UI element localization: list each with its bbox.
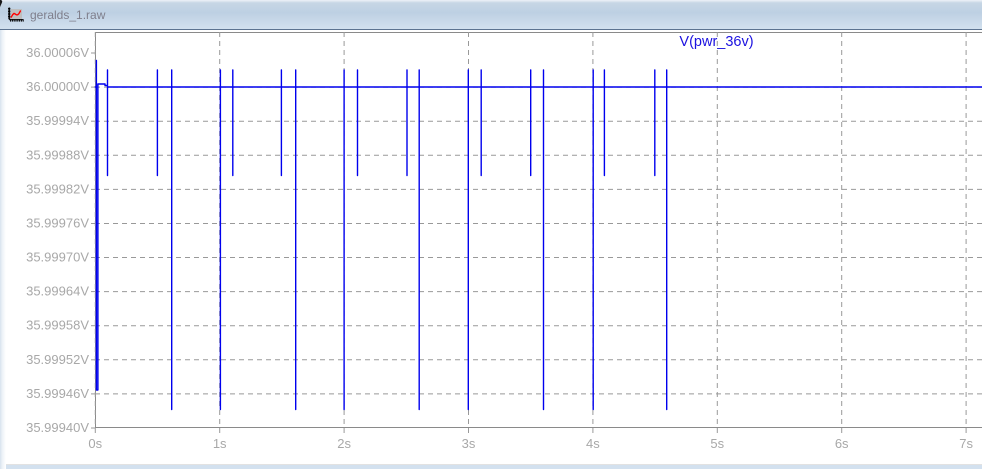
svg-text:35.99976V: 35.99976V	[26, 216, 89, 231]
svg-text:1s: 1s	[213, 436, 227, 451]
svg-text:35.99982V: 35.99982V	[26, 181, 89, 196]
svg-text:4s: 4s	[586, 436, 600, 451]
svg-text:3s: 3s	[462, 436, 476, 451]
svg-text:35.99958V: 35.99958V	[26, 318, 89, 333]
svg-text:35.99970V: 35.99970V	[26, 250, 89, 265]
svg-text:35.99946V: 35.99946V	[26, 386, 89, 401]
svg-text:5s: 5s	[710, 436, 724, 451]
svg-text:35.99940V: 35.99940V	[26, 420, 89, 435]
svg-text:35.99994V: 35.99994V	[26, 113, 89, 128]
svg-text:6s: 6s	[835, 436, 849, 451]
svg-text:35.99964V: 35.99964V	[26, 284, 89, 299]
svg-text:36.00006V: 36.00006V	[26, 45, 89, 60]
svg-text:2s: 2s	[337, 436, 351, 451]
svg-text:36.00000V: 36.00000V	[26, 79, 89, 94]
svg-text:7s: 7s	[959, 436, 973, 451]
svg-text:35.99952V: 35.99952V	[26, 352, 89, 367]
svg-text:0s: 0s	[88, 436, 102, 451]
svg-text:35.99988V: 35.99988V	[26, 147, 89, 162]
